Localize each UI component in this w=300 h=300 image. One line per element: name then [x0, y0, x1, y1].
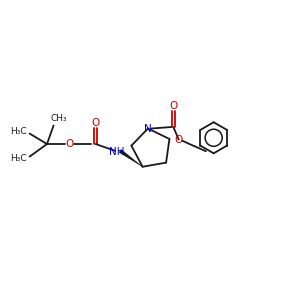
Text: H₃C: H₃C: [10, 154, 27, 163]
Text: NH: NH: [110, 147, 125, 158]
Text: O: O: [92, 118, 100, 128]
Text: CH₃: CH₃: [50, 114, 67, 123]
Text: N: N: [144, 124, 152, 134]
Text: H₃C: H₃C: [10, 127, 27, 136]
Text: O: O: [175, 135, 183, 145]
Text: O: O: [65, 139, 74, 149]
Text: O: O: [169, 100, 178, 110]
Polygon shape: [119, 149, 142, 167]
